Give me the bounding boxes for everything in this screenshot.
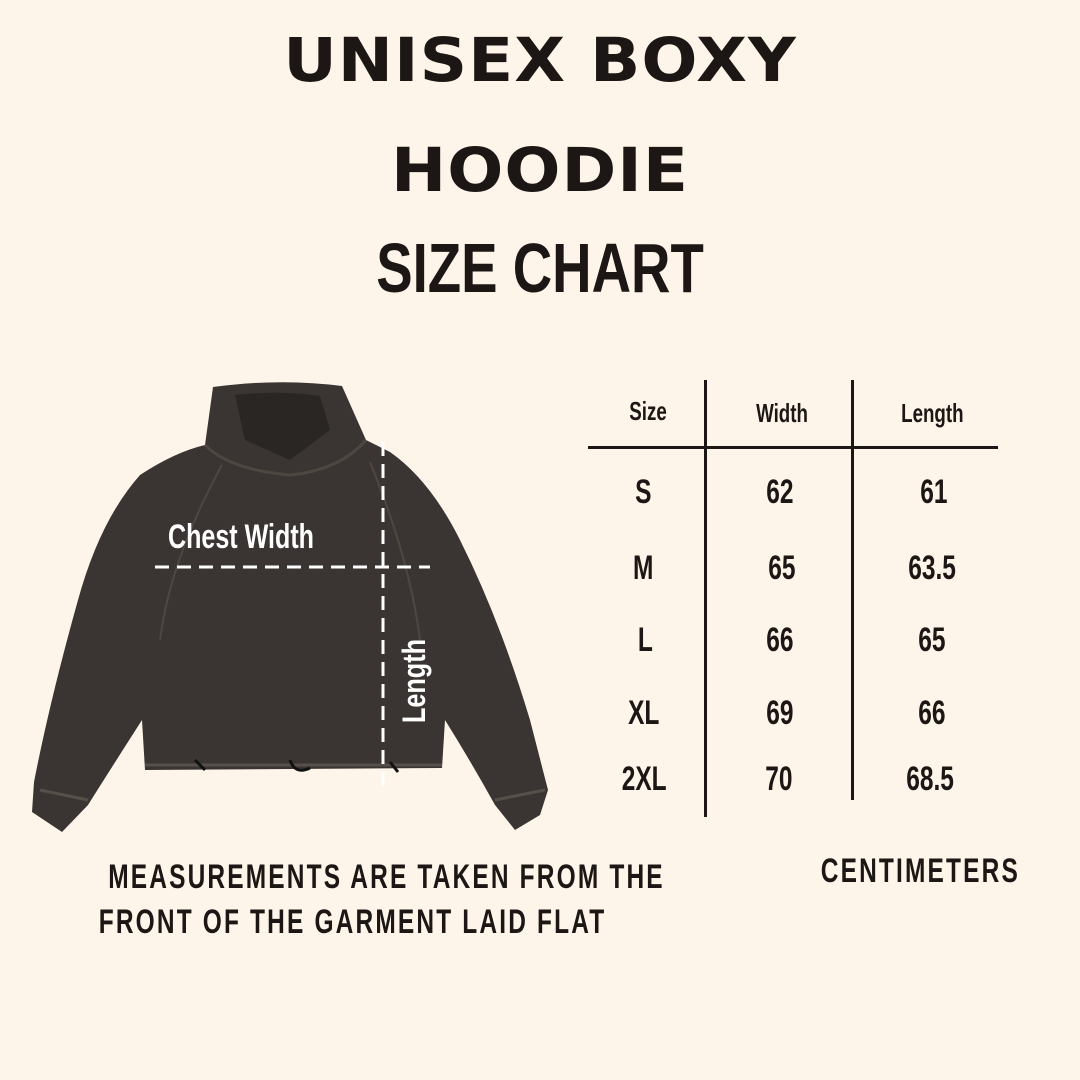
- hoodie-image: Chest Width Length: [32, 382, 548, 832]
- subtitle-text: SIZE CHART: [376, 229, 704, 307]
- table-divider: [851, 380, 854, 800]
- subtitle: SIZE CHART: [0, 228, 1080, 308]
- measurement-note-line1: MEASUREMENTS ARE TAKEN FROM THE: [108, 858, 665, 896]
- chest-width-label: Chest Width: [168, 518, 314, 556]
- header-width: Width: [756, 398, 808, 428]
- header-size: Size: [629, 396, 667, 426]
- title-line2: HOODIE: [391, 135, 689, 206]
- table-header-rule: [588, 446, 998, 449]
- measurement-note-line2: FRONT OF THE GARMENT LAID FLAT: [98, 903, 607, 941]
- unit-label: CENTIMETERS: [820, 852, 1020, 890]
- title-line1: UNISEX BOXY: [283, 25, 797, 96]
- hoodie-hood-inside: [235, 392, 330, 460]
- table-divider: [704, 380, 707, 817]
- header-length: Length: [900, 398, 964, 428]
- length-label: Length: [396, 639, 432, 723]
- hoodie-body: [32, 382, 548, 832]
